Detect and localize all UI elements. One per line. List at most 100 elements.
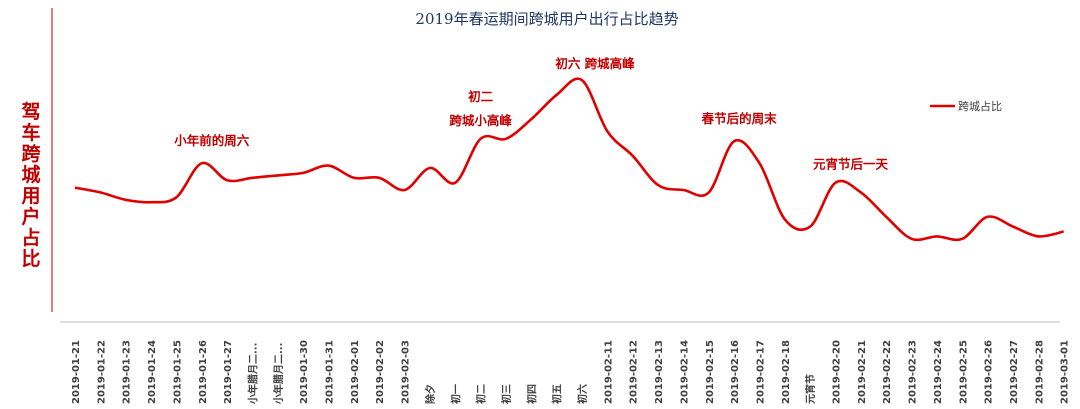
data-point — [910, 237, 914, 241]
data-point — [884, 215, 888, 219]
data-point — [580, 78, 584, 82]
data-point — [1036, 234, 1040, 238]
data-point — [301, 171, 305, 175]
y-axis-label-char: 跨 — [21, 143, 41, 165]
y-axis-label-char: 车 — [21, 121, 40, 144]
data-point — [783, 217, 787, 221]
annotation-label: 春节后的周末 — [701, 111, 778, 126]
annotation-label: 初六 跨城高峰 — [555, 56, 635, 71]
x-tick-label: 2019-01-30 — [299, 340, 310, 404]
x-tick-label: 元宵节 — [804, 374, 817, 404]
x-tick-label: 2019-01-22 — [96, 340, 107, 404]
y-axis-label-char: 比 — [21, 248, 40, 270]
data-point — [1062, 229, 1066, 233]
x-tick-label: 2019-02-01 — [350, 340, 361, 404]
annotation-label: 小年前的周六 — [173, 133, 250, 148]
x-tick-label: 初五 — [551, 384, 564, 404]
y-axis-label-char: 城 — [21, 163, 40, 186]
x-tick-label: 2019-02-11 — [603, 340, 614, 404]
y-axis-label-char: 用 — [21, 185, 40, 207]
data-point — [859, 190, 863, 194]
data-point — [960, 237, 964, 241]
x-tick-label: 2019-02-27 — [1009, 340, 1020, 404]
data-point — [73, 186, 77, 190]
data-point — [935, 234, 939, 238]
series-group — [73, 77, 1066, 242]
data-point — [453, 181, 457, 185]
data-point — [631, 154, 635, 158]
x-tick-label: 初二 — [475, 384, 488, 404]
x-tick-label: 2019-02-02 — [375, 340, 386, 404]
x-tick-label: 2019-02-24 — [933, 340, 944, 404]
x-tick-label: 2019-01-25 — [172, 340, 183, 404]
x-tick-label: 初六 — [576, 384, 589, 404]
x-tick-label: 2019-02-23 — [908, 340, 919, 404]
x-tick-label: 初一 — [449, 384, 462, 404]
data-point — [250, 176, 254, 180]
data-point — [986, 215, 990, 219]
x-tick-label: 2019-02-22 — [882, 340, 893, 404]
data-point — [555, 93, 559, 97]
x-tick-label: 2019-01-24 — [147, 340, 158, 404]
data-point — [757, 161, 761, 165]
x-tick-label: 2019-03-01 — [1060, 340, 1071, 404]
x-tick-label: 2019-02-12 — [629, 340, 640, 404]
x-tick-label: 2019-02-14 — [679, 340, 690, 404]
data-point — [377, 176, 381, 180]
x-tick-label: 2019-01-26 — [198, 340, 209, 404]
data-point — [403, 188, 407, 192]
data-point — [352, 176, 356, 180]
data-point — [276, 173, 280, 177]
data-point — [479, 137, 483, 141]
x-tick-label: 2019-02-17 — [755, 340, 766, 404]
annotation-label: 元宵节后一天 — [813, 157, 889, 172]
data-point — [428, 166, 432, 170]
x-tick-label: 2019-02-26 — [984, 340, 995, 404]
y-axis-label-char: 户 — [21, 205, 40, 228]
legend-label: 跨城占比 — [958, 99, 1002, 113]
x-tick-label: 初三 — [500, 384, 513, 404]
data-point — [707, 190, 711, 194]
x-tick-label: 2019-01-31 — [325, 340, 336, 404]
x-tick-label: 小年腊月二... — [272, 343, 285, 405]
data-point — [200, 161, 204, 165]
x-tick-label: 2019-02-16 — [730, 340, 741, 404]
annotation-label: 跨城小高峰 — [449, 113, 512, 128]
x-tick-label: 2019-02-21 — [857, 340, 868, 404]
data-point — [808, 225, 812, 229]
x-tick-label: 初四 — [525, 384, 538, 404]
y-axis-label-char: 驾 — [21, 100, 40, 123]
x-tick-label: 2019-02-03 — [401, 340, 412, 404]
data-point — [834, 181, 838, 185]
x-axis-ticks: 2019-01-21 2019-01-22 2019-01-23 2019-01-24… — [71, 340, 1071, 405]
data-point — [124, 198, 128, 202]
annotation-label: 初二 — [468, 89, 494, 104]
x-tick-label: 2019-01-23 — [122, 340, 133, 404]
data-point — [732, 139, 736, 143]
x-tick-label: 2019-02-18 — [781, 340, 792, 404]
data-point — [504, 137, 508, 141]
x-tick-label: 2019-02-15 — [705, 340, 716, 404]
data-point — [681, 188, 685, 192]
data-point — [1011, 225, 1015, 229]
x-tick-label: 2019-01-27 — [223, 340, 234, 404]
y-axis-label-char: 占 — [21, 226, 40, 249]
data-point — [98, 190, 102, 194]
data-point — [529, 117, 533, 121]
chart-title: 2019年春运期间跨城用户出行占比趋势 — [415, 10, 678, 28]
data-point — [656, 183, 660, 187]
legend: 跨城占比 — [930, 99, 1002, 113]
x-tick-label: 小年腊月二... — [246, 343, 259, 405]
x-tick-label: 2019-02-28 — [1034, 340, 1045, 404]
data-point — [605, 129, 609, 133]
data-point — [174, 195, 178, 199]
series-line-kuacheng — [74, 77, 1064, 242]
x-tick-label: 2019-01-21 — [71, 340, 82, 404]
x-tick-label: 2019-02-20 — [832, 340, 843, 404]
x-tick-label: 2019-02-25 — [958, 340, 969, 404]
data-point — [225, 178, 229, 182]
data-point — [327, 164, 331, 168]
